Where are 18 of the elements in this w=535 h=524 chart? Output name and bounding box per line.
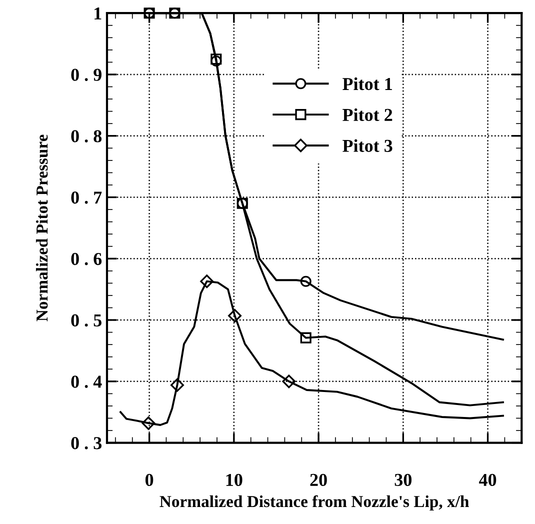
y-tick-label: 0 . 5 [71,314,102,327]
x-tick-label: 20 [310,474,327,486]
x-tick-label: 30 [394,474,412,486]
x-tick-label: 40 [479,474,496,486]
legend-label: Pitot 1 [342,77,392,90]
x-tick-label: 0 [145,474,154,486]
y-tick-label: 1 [94,7,102,20]
y-tick-label: 0 . 7 [71,192,102,204]
x-axis-title: Normalized Distance from Nozzle's Lip, x/h [160,495,469,511]
y-axis-title: Normalized Pitot Pressure [36,134,48,322]
x-tick-label: 10 [226,474,242,486]
legend-label: Pitot 3 [342,139,392,152]
y-tick-label: 0 . 8 [71,130,102,142]
y-tick-label: 0 . 3 [71,437,102,450]
y-tick-label: 0 . 9 [71,68,102,82]
y-tick-label: 0 . 6 [71,252,102,266]
y-tick-label: 0 . 4 [71,376,102,388]
legend-label: Pitot 2 [342,108,392,122]
